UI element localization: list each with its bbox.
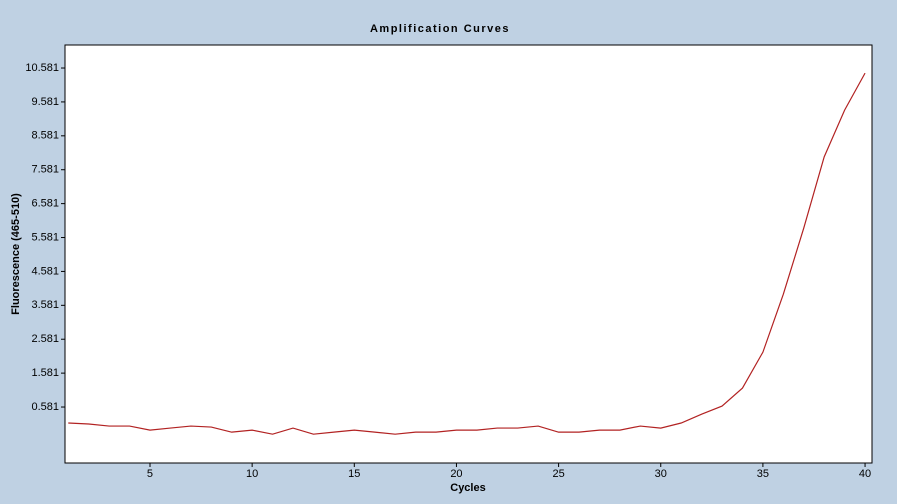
x-tick-label: 20 <box>450 468 462 480</box>
y-tick-label: 4.581 <box>31 265 59 277</box>
x-tick-label: 35 <box>757 468 769 480</box>
x-tick-label: 30 <box>655 468 667 480</box>
chart-title: Amplification Curves <box>370 23 510 35</box>
y-axis-label: Fluorescence (465-510) <box>10 193 22 315</box>
plot-area <box>64 44 873 464</box>
y-tick-label: 8.581 <box>31 130 59 142</box>
y-tick-label: 1.581 <box>31 367 59 379</box>
line <box>68 72 866 435</box>
y-tick-label: 3.581 <box>31 299 59 311</box>
x-tick-label: 10 <box>246 468 258 480</box>
x-tick-label: 40 <box>859 468 871 480</box>
y-tick-label: 7.581 <box>31 164 59 176</box>
y-tick-label: 0.581 <box>31 401 59 413</box>
y-tick-label: 5.581 <box>31 231 59 243</box>
y-tick-label: 6.581 <box>31 198 59 210</box>
x-tick-label: 25 <box>552 468 564 480</box>
y-tick-label: 9.581 <box>31 96 59 108</box>
y-tick-label: 10.581 <box>25 62 59 74</box>
x-axis-label: Cycles <box>450 482 485 494</box>
x-tick-label: 15 <box>348 468 360 480</box>
y-tick-label: 2.581 <box>31 333 59 345</box>
x-tick-label: 5 <box>147 468 153 480</box>
